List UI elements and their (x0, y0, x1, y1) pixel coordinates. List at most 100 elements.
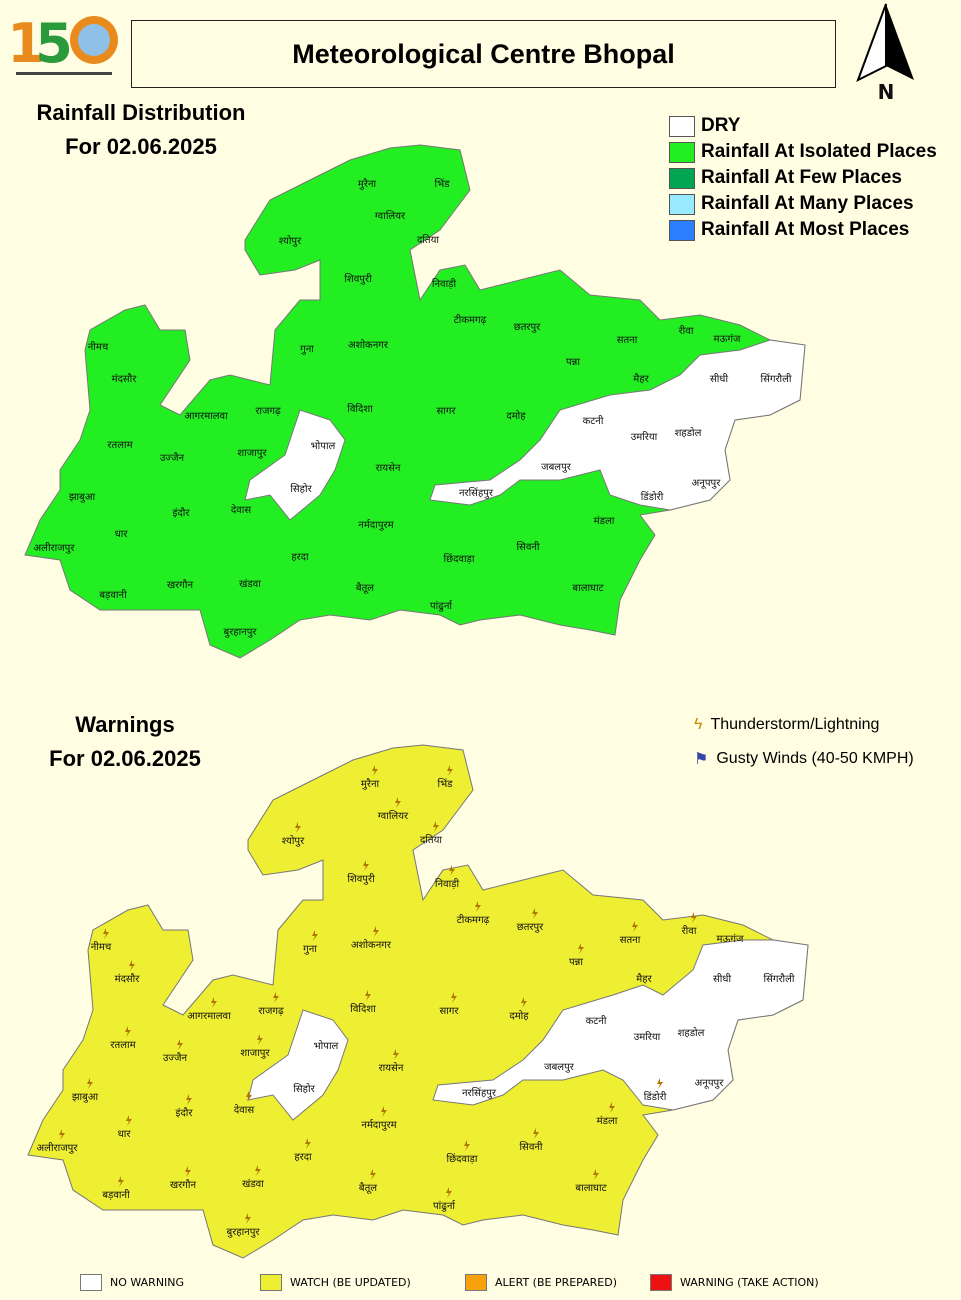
district-label: सिवनी (516, 541, 539, 553)
lightning-icon (447, 765, 453, 776)
swatch (650, 1274, 672, 1291)
district-label: नर्मदापुरम (361, 1119, 397, 1131)
warnings-title: Warnings For 02.06.2025 (0, 708, 250, 776)
district-label: विदिशा (350, 1003, 376, 1015)
district-label: आगरमालवा (184, 411, 228, 422)
legend-item: Rainfall At Many Places (669, 191, 937, 217)
lightning-icon (363, 860, 369, 871)
lightning-icon: ϟ (694, 716, 703, 733)
district-label: टीकमगढ़ (457, 914, 490, 926)
district-label: उज्जैन (160, 452, 185, 464)
lightning-icon (370, 1169, 376, 1180)
lightning-icon (395, 797, 401, 808)
lightning-icon (593, 1169, 599, 1180)
district-label: सतना (620, 935, 641, 946)
district-label: अशोकनगर (348, 339, 389, 351)
district-label: देवास (231, 504, 251, 516)
district-label: ग्वालियर (375, 210, 406, 222)
lightning-icon (449, 865, 455, 876)
district-label: अशोकनगर (351, 939, 392, 951)
district-label: हरदा (291, 552, 309, 563)
legend-label: WARNING (TAKE ACTION) (680, 1276, 819, 1289)
legend-label: Thunderstorm/Lightning (710, 716, 880, 733)
district-label: टीकमगढ़ (454, 314, 487, 326)
legend-item: Rainfall At Few Places (669, 165, 937, 191)
rainfall-title-text: Rainfall Distribution (36, 100, 246, 125)
district-label: शिवपुरी (344, 273, 372, 285)
district-label: विदिशा (347, 403, 373, 415)
lightning-icon (451, 992, 457, 1003)
no-warning-region-bhopal (247, 1009, 349, 1121)
district-label: पन्ना (569, 957, 583, 968)
warnings-date: For 02.06.2025 (49, 746, 201, 771)
warning-levels-legend: NO WARNING WATCH (BE UPDATED) ALERT (BE … (80, 1274, 880, 1291)
level-alert: ALERT (BE PREPARED) (465, 1274, 650, 1291)
district-label: निवाड़ी (435, 878, 460, 890)
level-watch: WATCH (BE UPDATED) (260, 1274, 465, 1291)
lightning-icon (657, 1078, 663, 1089)
district-label: दमोह (506, 410, 526, 422)
district-label: मुरैना (361, 778, 380, 790)
district-label: आगरमालवा (187, 1011, 231, 1022)
lightning-icon (532, 908, 538, 919)
lightning-icon (632, 921, 638, 932)
rainfall-title: Rainfall Distribution For 02.06.2025 (0, 96, 282, 164)
rainfall-date: For 02.06.2025 (65, 134, 217, 159)
lightning-icon (103, 928, 109, 939)
lightning-icon (446, 1187, 452, 1198)
lightning-icon (464, 1140, 470, 1151)
swatch (669, 193, 695, 215)
district-label: खंडवा (242, 1178, 264, 1190)
legend-label: DRY (701, 115, 741, 136)
lightning-icon (87, 1078, 93, 1089)
lightning-icon (533, 1128, 539, 1139)
district-label: छिंदवाड़ा (447, 1153, 478, 1165)
district-label: शहडोल (675, 427, 702, 439)
swatch (669, 141, 695, 163)
district-label: इंदौर (176, 1107, 194, 1119)
north-arrow: N (856, 2, 928, 104)
legend-label: Rainfall At Many Places (701, 193, 914, 214)
district-label: रतलाम (107, 440, 133, 451)
lightning-icon (578, 943, 584, 954)
district-label: सागर (436, 406, 456, 417)
district-label: बैतूल (356, 582, 374, 594)
legend-label: NO WARNING (110, 1276, 185, 1289)
district-label: रतलाम (110, 1040, 136, 1051)
state-region-rainfall (24, 144, 806, 659)
lightning-icon (691, 912, 697, 923)
lightning-icon (312, 930, 318, 941)
lightning-icon (129, 960, 135, 971)
district-label: मुरैना (358, 178, 377, 190)
district-label: धार (115, 529, 129, 540)
district-label: नरसिंहपुर (462, 1087, 497, 1099)
lightning-icon (273, 992, 279, 1003)
lightning-icon (125, 1026, 131, 1037)
district-label: झाबुआ (72, 1092, 99, 1103)
district-label: जबलपुर (541, 462, 572, 473)
district-label: सतना (617, 335, 638, 346)
district-label: नीमच (88, 341, 109, 353)
swatch (669, 219, 695, 241)
warnings-title-text: Warnings (75, 712, 175, 737)
district-label: रायसेन (379, 1062, 404, 1074)
district-label: खरगौन (167, 579, 193, 591)
lightning-icon (475, 901, 481, 912)
district-label: इंदौर (173, 507, 191, 519)
dry-region-east (429, 339, 806, 511)
legend-label: Gusty Winds (40-50 KMPH) (716, 750, 914, 767)
swatch (260, 1274, 282, 1291)
district-label: अलीराजपुर (37, 1142, 79, 1154)
swatch (669, 167, 695, 189)
district-label: ग्वालियर (378, 810, 409, 822)
district-label: शाजापुर (240, 1048, 270, 1059)
district-label: सीधी (713, 973, 732, 985)
district-label: डिंडोरी (644, 1091, 667, 1103)
lightning-icon (257, 1034, 263, 1045)
legend-label: Rainfall At Most Places (701, 219, 910, 240)
lightning-icon (177, 1039, 183, 1050)
district-label: शहडोल (678, 1027, 705, 1039)
dry-region-bhopal (244, 409, 346, 521)
